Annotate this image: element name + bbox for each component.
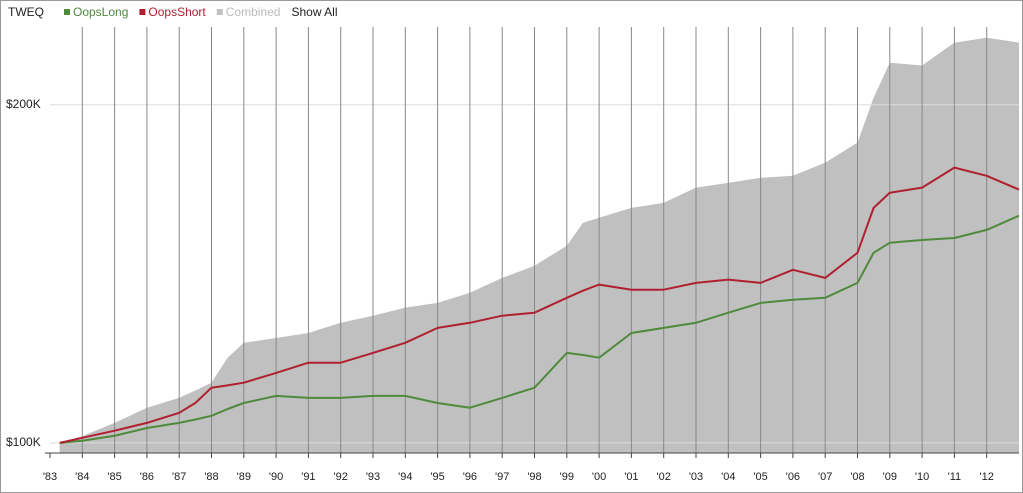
area (59, 37, 1019, 454)
x-tick-label: '93 (366, 471, 380, 483)
x-tick-label: '00 (592, 471, 606, 483)
x-tick-label: '06 (786, 471, 800, 483)
x-tick-label: '05 (753, 471, 767, 483)
x-tick-label: '94 (398, 471, 412, 483)
legend-label: Combined (226, 5, 281, 19)
legend-item[interactable]: OopsShort (139, 5, 206, 19)
x-tick-label: '09 (883, 471, 897, 483)
legend-item[interactable]: Combined (216, 5, 281, 19)
x-tick-label: '95 (430, 471, 444, 483)
y-tick-label: $100K (6, 435, 41, 449)
x-tick-label: '08 (850, 471, 864, 483)
legend-label: OopsShort (148, 5, 206, 19)
x-tick-label: '83 (43, 471, 57, 483)
y-tick-label: $200K (6, 97, 41, 111)
x-tick-label: '01 (624, 471, 638, 483)
legend-swatch (64, 9, 70, 15)
x-tick-label: '90 (269, 471, 283, 483)
x-tick-label: '97 (495, 471, 509, 483)
legend-swatch (216, 9, 223, 15)
x-tick-label: '02 (657, 471, 671, 483)
x-tick-label: '91 (301, 471, 315, 483)
x-tick-label: '88 (204, 471, 218, 483)
x-tick-label: '96 (463, 471, 477, 483)
x-tick-label: '10 (915, 471, 929, 483)
x-tick-label: '92 (334, 471, 348, 483)
legend-swatch (139, 9, 146, 15)
x-tick-label: '12 (980, 471, 994, 483)
show-all-button[interactable]: Show All (291, 5, 337, 19)
line (59, 166, 1020, 444)
x-tick-label: '11 (948, 471, 962, 483)
chart-title: TWEQ (8, 5, 44, 19)
x-tick-label: '99 (560, 471, 574, 483)
x-tick-label: '04 (721, 471, 735, 483)
x-tick-label: '84 (75, 471, 89, 483)
line (59, 214, 1020, 444)
x-tick-label: '07 (818, 471, 832, 483)
x-tick-label: '98 (527, 471, 541, 483)
legend-label: OopsLong (73, 5, 128, 19)
x-tick-label: '89 (237, 471, 251, 483)
x-tick-label: '85 (107, 471, 121, 483)
x-tick-label: '86 (140, 471, 154, 483)
legend-item[interactable]: OopsLong (64, 5, 128, 19)
x-tick-label: '87 (172, 471, 186, 483)
x-tick-label: '03 (689, 471, 703, 483)
